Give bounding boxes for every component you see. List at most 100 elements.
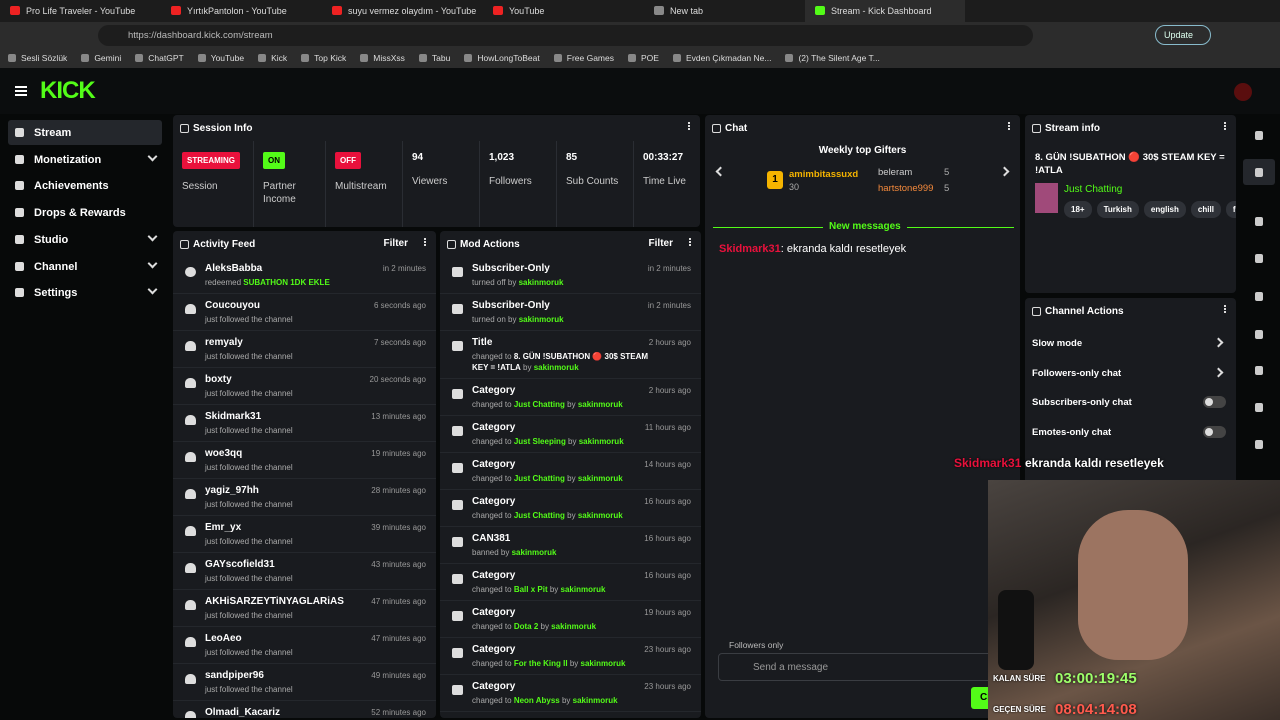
user-name[interactable]: AleksBabba — [205, 263, 263, 274]
toggle[interactable] — [1203, 396, 1226, 408]
bookmark[interactable]: Free Games — [554, 53, 614, 68]
bookmark[interactable]: POE — [628, 53, 659, 68]
bookmark[interactable]: Tabu — [419, 53, 450, 68]
more-menu[interactable] — [1224, 305, 1226, 307]
next-arrow[interactable] — [999, 166, 1010, 177]
session-stat: 00:33:27 Time Live — [633, 141, 700, 227]
bookmark[interactable]: YouTube — [198, 53, 244, 68]
filter-button[interactable]: Filter — [383, 238, 408, 249]
rail-icon[interactable] — [1255, 292, 1263, 301]
rail-icon[interactable] — [1255, 403, 1263, 412]
activity-icon — [185, 711, 196, 718]
tab-icon — [10, 6, 20, 15]
bookmark[interactable]: (2) The Silent Age T... — [785, 53, 879, 68]
chevron — [1213, 367, 1224, 377]
nav-item[interactable]: Drops & Rewards — [8, 200, 162, 225]
text: by — [564, 511, 578, 520]
time: 16 hours ago — [644, 534, 691, 543]
chat-message: Skidmark31: ekranda kaldı resetleyek — [719, 243, 906, 255]
channel-action[interactable]: Emotes-only chat — [1025, 417, 1236, 447]
tag[interactable]: Turkish — [1096, 201, 1139, 218]
bookmark[interactable]: Top Kick — [301, 53, 346, 68]
activity-item: AleksBabba redeemed SUBATHON 1DK EKLE in 2… — [173, 257, 436, 294]
avatar[interactable] — [1234, 83, 1252, 101]
rail-icon[interactable] — [1255, 217, 1263, 226]
user-name[interactable]: remyaly — [205, 337, 243, 348]
user-name[interactable]: Emr_yx — [205, 522, 242, 533]
filter-button[interactable]: Filter — [648, 238, 673, 249]
rail-icon[interactable] — [1255, 254, 1263, 263]
user-name[interactable]: sandpiper96 — [205, 670, 264, 681]
more-menu[interactable] — [1224, 122, 1226, 124]
activity-item: boxty just followed the channel 20 seconds… — [173, 368, 436, 405]
chat-input[interactable]: Send a message — [718, 653, 1012, 681]
bookmark[interactable]: Kick — [258, 53, 287, 68]
tag[interactable]: chill — [1190, 201, 1221, 218]
more-menu[interactable] — [688, 122, 690, 124]
nav-item[interactable]: Monetization — [8, 147, 162, 172]
menu-icon[interactable] — [15, 86, 27, 88]
channel-action[interactable]: Subscribers-only chat — [1025, 387, 1236, 417]
user-name[interactable]: yagiz_97hh — [205, 485, 259, 496]
logo[interactable]: KICK — [40, 77, 96, 104]
tag[interactable]: english — [1143, 201, 1186, 218]
user-name[interactable]: Olmadi_Kacariz — [205, 707, 281, 718]
bookmark[interactable]: Evden Çıkmadan Ne... — [673, 53, 772, 68]
bookmark[interactable]: Sesli Sözlük — [8, 53, 67, 68]
channel-action[interactable]: Followers-only chat — [1025, 358, 1236, 388]
mod-icon — [452, 574, 463, 584]
toggle[interactable] — [1203, 425, 1226, 438]
tab[interactable]: YouTube — [483, 0, 643, 22]
time: 49 minutes ago — [371, 671, 426, 680]
category[interactable]: Just Chatting — [1064, 184, 1123, 195]
chat-user[interactable]: Skidmark31 — [719, 243, 781, 255]
rail-icon[interactable] — [1255, 131, 1263, 140]
time: 13 minutes ago — [371, 412, 426, 421]
user-name[interactable]: woe3qq — [205, 448, 243, 459]
tab[interactable]: YırtıkPantolon - YouTube — [161, 0, 321, 22]
user-name[interactable]: LeoAeo — [205, 633, 242, 644]
user-name[interactable]: AKHiSARZEYTiNYAGLARiAS — [205, 596, 344, 607]
more-menu[interactable] — [424, 238, 426, 240]
channel-action[interactable]: Slow mode — [1025, 328, 1236, 358]
rail-icon[interactable] — [1255, 330, 1263, 339]
user-name[interactable]: Skidmark31 — [205, 411, 262, 422]
tab[interactable]: Stream - Kick Dashboard — [805, 0, 965, 22]
bookmark[interactable]: HowLongToBeat — [464, 53, 539, 68]
tag[interactable]: fu — [1225, 201, 1236, 218]
bookmark[interactable]: Gemini — [81, 53, 121, 68]
nav-item[interactable]: Channel — [8, 254, 162, 279]
bookmark[interactable]: MissXss — [360, 53, 405, 68]
url[interactable]: https://dashboard.kick.com/stream — [98, 25, 1033, 46]
more-menu[interactable] — [1008, 122, 1010, 124]
tag[interactable]: 18+ — [1064, 201, 1092, 218]
bookmark[interactable]: ChatGPT — [135, 53, 183, 68]
text: changed to — [472, 585, 514, 594]
rail-icon[interactable] — [1255, 440, 1263, 449]
rail-icon[interactable] — [1255, 366, 1263, 375]
nav-item[interactable]: Settings — [8, 280, 162, 305]
highlight: sakinmoruk — [577, 474, 623, 483]
user-name[interactable]: Coucouyou — [205, 300, 260, 311]
user-name[interactable]: GAYscofield31 — [205, 559, 275, 570]
nav-item[interactable]: Achievements — [8, 173, 162, 198]
update-button[interactable]: Update — [1155, 25, 1211, 45]
activity-item: woe3qq just followed the channel 19 minute… — [173, 442, 436, 479]
user-name[interactable]: boxty — [205, 374, 232, 385]
nav-item[interactable]: Stream — [8, 120, 162, 145]
rail-icon[interactable] — [1255, 168, 1263, 177]
panel-header: Chat — [705, 115, 1020, 141]
highlight: sakinmoruk — [518, 278, 564, 287]
tab-title: Pro Life Traveler - YouTube — [26, 6, 136, 16]
tab[interactable]: New tab — [644, 0, 804, 22]
highlight: sakinmoruk — [551, 622, 597, 631]
nav-item[interactable]: Studio — [8, 227, 162, 252]
prev-arrow[interactable] — [715, 166, 726, 177]
gifter-count: 5 — [944, 167, 950, 178]
tab[interactable]: suyu vermez olaydım - YouTube — [322, 0, 482, 22]
more-menu[interactable] — [689, 238, 691, 240]
tab[interactable]: Pro Life Traveler - YouTube — [0, 0, 160, 22]
mod-item: Category changed to Dota 2 by sakinmoruk 1… — [440, 601, 701, 638]
activity-icon — [185, 304, 196, 314]
